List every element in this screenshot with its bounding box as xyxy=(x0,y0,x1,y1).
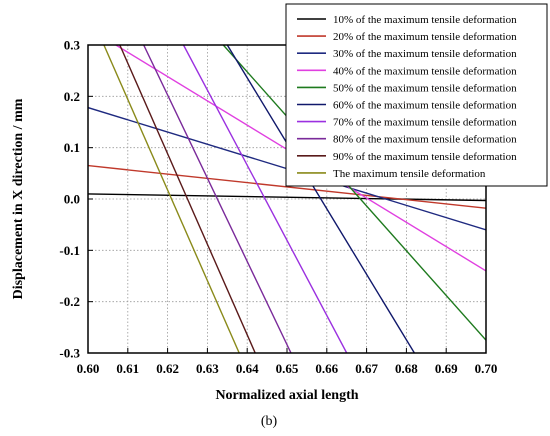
y-tick-label: -0.2 xyxy=(59,294,80,309)
figure-caption: (b) xyxy=(261,414,278,429)
x-tick-labels: 0.60 0.61 0.62 0.63 0.64 0.65 0.66 0.67 0.68 0.69… xyxy=(77,361,498,376)
series-line-2 xyxy=(88,164,486,209)
legend-label: 20% of the maximum tensile deformation xyxy=(333,31,517,43)
legend-label: 30% of the maximum tensile deformation xyxy=(333,48,517,60)
x-tick-label: 0.60 xyxy=(77,361,100,376)
y-axis-title: Displacement in X direction / mm xyxy=(11,98,26,299)
legend: 10% of the maximum tensile deformation 20… xyxy=(285,3,548,187)
x-tick-label: 0.64 xyxy=(236,361,259,376)
x-tick-label: 0.62 xyxy=(156,361,179,376)
legend-label: 10% of the maximum tensile deformation xyxy=(333,14,517,26)
x-tick-label: 0.67 xyxy=(355,361,378,376)
legend-box xyxy=(285,3,548,187)
y-tick-label: 0.1 xyxy=(64,140,80,155)
x-axis-title: Normalized axial length xyxy=(215,388,358,403)
y-tick-label: 0.0 xyxy=(64,192,80,207)
axis-ticks xyxy=(87,44,487,354)
x-tick-label: 0.61 xyxy=(116,361,139,376)
y-tick-label: -0.1 xyxy=(59,243,80,258)
x-tick-label: 0.68 xyxy=(395,361,418,376)
series-line-9 xyxy=(119,45,256,353)
series-line-5 xyxy=(222,45,486,341)
y-tick-label: 0.2 xyxy=(64,89,80,104)
x-tick-label: 0.63 xyxy=(196,361,219,376)
x-tick-label: 0.66 xyxy=(315,361,338,376)
legend-label: 60% of the maximum tensile deformation xyxy=(333,100,517,112)
y-tick-label: -0.3 xyxy=(59,346,80,361)
series-line-7 xyxy=(182,45,348,353)
series-line-10 xyxy=(103,45,240,353)
legend-label: The maximum tensile deformation xyxy=(333,168,486,180)
legend-label: 90% of the maximum tensile deformation xyxy=(333,151,517,163)
legend-label: 70% of the maximum tensile deformation xyxy=(333,117,517,129)
series-line-8 xyxy=(143,45,292,353)
legend-label: 40% of the maximum tensile deformation xyxy=(333,65,517,77)
x-tick-label: 0.65 xyxy=(276,361,299,376)
legend-label: 50% of the maximum tensile deformation xyxy=(333,82,517,94)
series-line-6 xyxy=(226,45,415,353)
series-line-1 xyxy=(88,193,486,202)
y-tick-label: 0.3 xyxy=(64,38,81,53)
y-tick-labels: 0.3 0.2 0.1 0.0 -0.1 -0.2 -0.3 xyxy=(59,38,80,361)
x-tick-label: 0.70 xyxy=(475,361,498,376)
legend-label: 80% of the maximum tensile deformation xyxy=(333,134,517,146)
x-tick-label: 0.69 xyxy=(435,361,458,376)
